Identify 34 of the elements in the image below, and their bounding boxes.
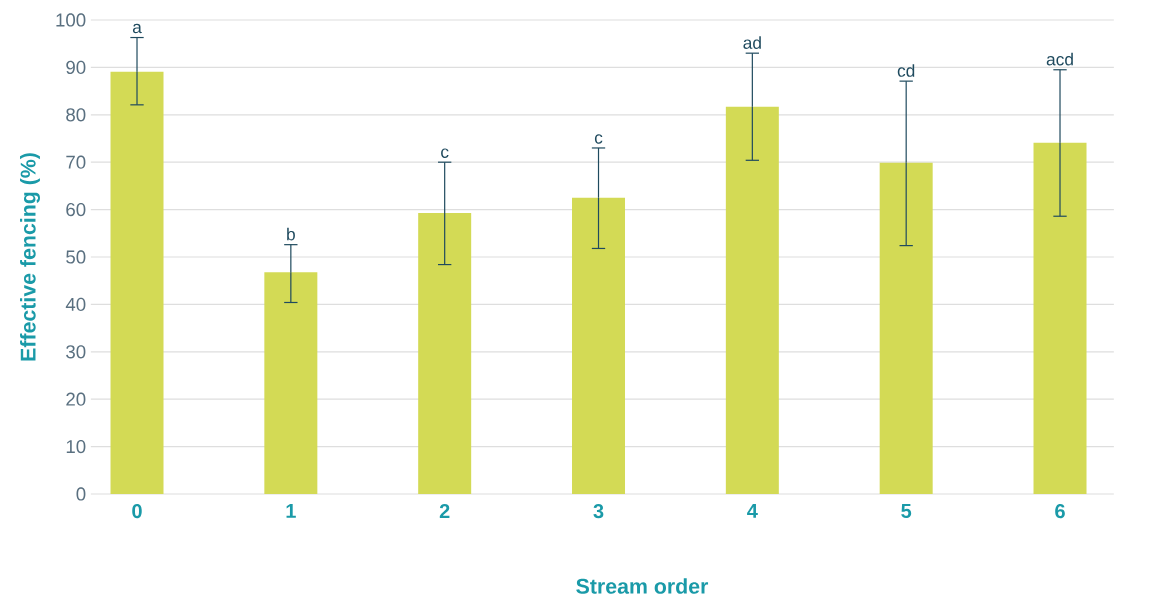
- annotation: b: [287, 227, 295, 241]
- bar: [572, 197, 626, 494]
- y-tick-label: 100: [56, 13, 86, 27]
- y-tick-label: 30: [66, 345, 86, 359]
- annotation: ad: [743, 36, 761, 49]
- x-tick-label: 4: [747, 504, 758, 518]
- x-tick-label: 5: [901, 504, 912, 518]
- y-tick-label: 20: [66, 392, 86, 406]
- x-tick-label: 3: [593, 504, 604, 519]
- y-tick-label: 80: [66, 108, 86, 122]
- x-tick-label: 0: [132, 504, 142, 519]
- bar: [418, 212, 472, 494]
- x-axis-title: Stream order: [576, 578, 709, 594]
- y-tick-label: 0: [76, 487, 86, 501]
- annotation: c: [441, 148, 449, 158]
- annotation: cd: [897, 64, 915, 77]
- y-tick-label: 70: [66, 155, 86, 169]
- annotation: c: [594, 134, 603, 144]
- y-tick-label: 60: [66, 202, 86, 217]
- x-tick-label: 6: [1055, 504, 1065, 519]
- bar: [264, 272, 318, 494]
- y-axis-title: Effective fencing (%): [20, 153, 40, 361]
- y-tick-label: 50: [66, 250, 86, 264]
- x-tick-label: 2: [439, 504, 450, 518]
- y-tick-label: 40: [65, 297, 86, 311]
- y-tick-label: 10: [66, 439, 86, 454]
- bar: [879, 162, 933, 494]
- annotation: acd: [1046, 52, 1073, 66]
- y-tick-label: 90: [66, 60, 86, 74]
- annotation: a: [132, 23, 142, 34]
- bar: [1033, 142, 1087, 494]
- x-tick-label: 1: [286, 504, 296, 518]
- bar: [725, 106, 779, 494]
- bar: [110, 71, 164, 494]
